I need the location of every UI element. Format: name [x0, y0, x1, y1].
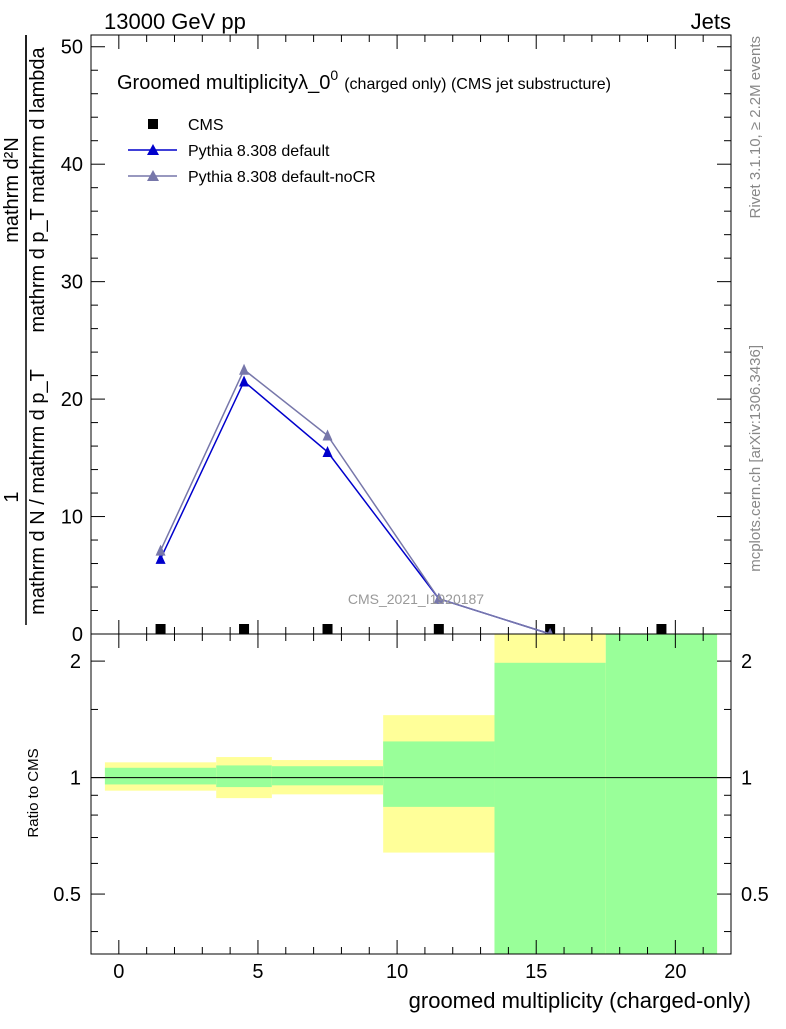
x-tick-label: 20 — [664, 961, 686, 983]
legend-default-marker — [147, 144, 159, 155]
x-tick-label: 0 — [113, 961, 124, 983]
legend: CMS Pythia 8.308 default Pythia 8.308 de… — [128, 117, 376, 186]
title-note: (charged only) (CMS jet substructure) — [344, 76, 611, 93]
pythia-8-308-default-point — [322, 445, 333, 457]
main-y-tick-label: 30 — [61, 272, 83, 294]
legend-default-label: Pythia 8.308 default — [188, 143, 330, 160]
legend-nocr-marker — [147, 170, 159, 181]
ylabel-denominator: mathrm d p_T mathrm d lambda — [27, 46, 49, 332]
ratio-green-band — [271, 766, 384, 786]
main-y-tick-label: 50 — [61, 37, 83, 59]
cms-data-point — [322, 624, 333, 634]
ratio-green-band — [605, 634, 718, 954]
main-y-tick-label: 40 — [61, 154, 83, 176]
mcplots-label: mcplots.cern.ch [arXiv:1306.3436] — [747, 345, 764, 572]
ratio-y-tick-label-right: 2 — [741, 651, 752, 673]
header-right: Jets — [691, 9, 731, 34]
main-y-axis-label: 1 mathrm d N / mathrm d p_T mathrm d²N m… — [1, 35, 49, 625]
main-y-tick-label: 10 — [61, 507, 83, 529]
main-y-tick-label: 20 — [61, 389, 83, 411]
pythia-8-308-default-nocr-point — [155, 544, 166, 556]
pythia-8-308-default-point — [239, 375, 250, 387]
header-left: 13000 GeV pp — [104, 9, 246, 34]
ratio-y-tick-label: 0.5 — [53, 884, 81, 906]
x-axis-label: groomed multiplicity (charged-only) — [409, 988, 751, 1013]
x-tick-label: 5 — [252, 961, 263, 983]
main-plot-frame — [90, 34, 732, 635]
ratio-green-band — [383, 741, 495, 807]
ratio-y-axis-label: Ratio to CMS — [25, 748, 42, 837]
rivet-label: Rivet 3.1.10, ≥ 2.2M events — [747, 36, 764, 219]
ratio-y-tick-label-right: 1 — [741, 768, 752, 790]
legend-nocr-label: Pythia 8.308 default-noCR — [188, 169, 376, 186]
pythia-8-308-default-nocr-point — [433, 592, 444, 604]
ratio-green-band — [494, 662, 606, 954]
analysis-watermark: CMS_2021_I1920187 — [348, 591, 484, 607]
pythia-8-308-default-point — [155, 552, 166, 564]
ylabel-numerator: mathrm d²N — [1, 137, 23, 243]
cms-data-point — [155, 624, 166, 634]
ylabel-prefix-num: 1 — [1, 491, 23, 502]
x-tick-label: 15 — [525, 961, 547, 983]
cms-data-point — [239, 624, 250, 634]
ratio-y-tick-label-right: 0.5 — [741, 884, 769, 906]
title-sup: 0 — [330, 67, 338, 83]
plot-title: Groomed multiplicityλ_00(charged only) (… — [117, 67, 611, 94]
cms-data-point — [433, 624, 444, 634]
cms-data-point — [656, 624, 667, 634]
pythia-8-308-default-nocr-point — [322, 429, 333, 441]
ratio-green-band — [216, 765, 272, 788]
ylabel-prefix-den: mathrm d N / mathrm d p_T — [27, 369, 49, 615]
legend-cms-label: CMS — [188, 117, 224, 134]
ratio-y-tick-label: 2 — [70, 651, 81, 673]
ratio-y-tick-label: 1 — [70, 768, 81, 790]
ratio-plot-frame — [90, 633, 732, 955]
pythia-8-308-default-nocr-point — [239, 363, 250, 375]
legend-cms-marker — [148, 119, 158, 129]
main-y-tick-label: 0 — [72, 624, 83, 646]
x-tick-label: 10 — [386, 961, 408, 983]
ratio-green-band — [104, 767, 217, 785]
